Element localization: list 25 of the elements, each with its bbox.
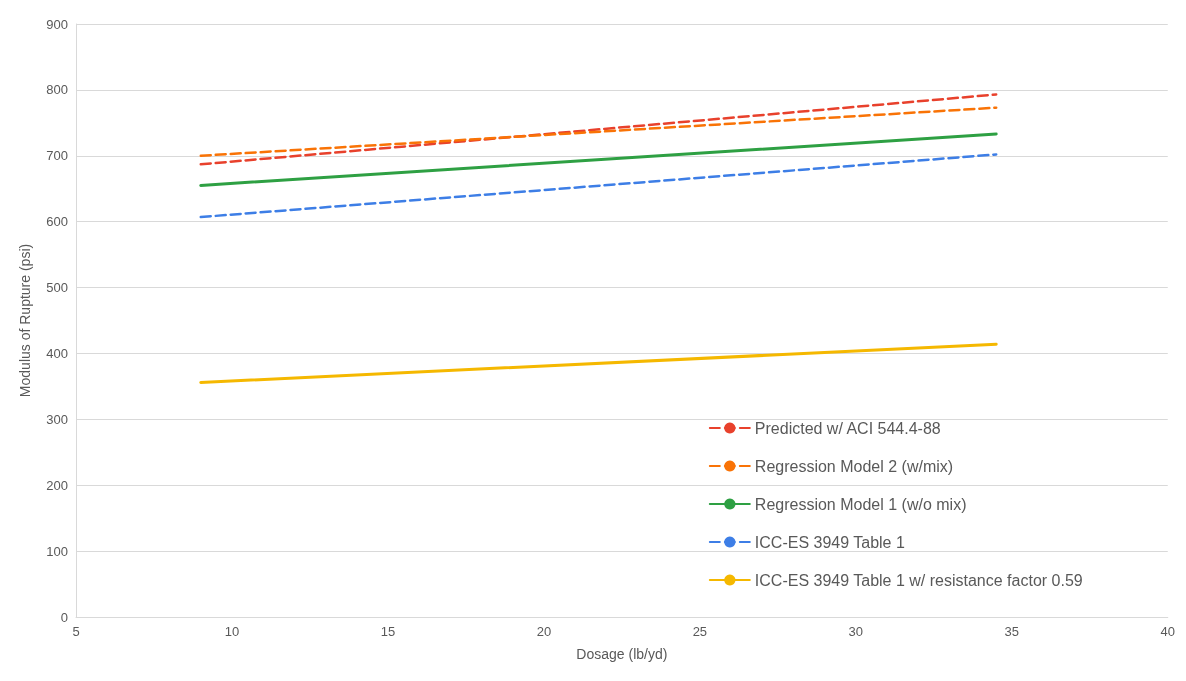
y-tick-label: 700 <box>46 148 68 164</box>
legend-label: Regression Model 1 (w/o mix) <box>754 495 967 513</box>
y-axis-title: Modulus of Rupture (psi) <box>17 243 33 398</box>
x-tick-label: 10 <box>224 624 240 639</box>
x-tick-label: 5 <box>72 624 80 639</box>
legend-label: Predicted w/ ACI 544.4-88 <box>754 419 941 437</box>
x-tick-label: 30 <box>848 624 864 639</box>
x-tick-label: 20 <box>536 624 552 639</box>
y-tick-label: 100 <box>46 543 68 559</box>
y-tick-label: 800 <box>46 82 68 98</box>
y-tick-label: 500 <box>46 280 68 296</box>
y-tick-label: 400 <box>46 345 68 361</box>
y-tick-label: 200 <box>46 477 68 493</box>
y-tick-label: 900 <box>46 16 68 32</box>
y-tick-label: 300 <box>46 411 68 427</box>
x-tick-label: 15 <box>380 624 396 639</box>
legend-label: ICC-ES 3949 Table 1 w/ resistance factor 0.59 <box>754 571 1083 589</box>
y-tick-label: 0 <box>60 609 68 625</box>
legend-label: Regression Model 2 (w/mix) <box>754 457 954 475</box>
x-tick-label: 35 <box>1004 624 1020 639</box>
x-tick-label: 25 <box>692 624 708 639</box>
y-tick-label: 600 <box>46 214 68 230</box>
legend-label: ICC-ES 3949 Table 1 <box>754 533 905 551</box>
x-tick-label: 40 <box>1160 624 1175 639</box>
x-axis-title: Dosage (lb/yd) <box>576 646 668 662</box>
